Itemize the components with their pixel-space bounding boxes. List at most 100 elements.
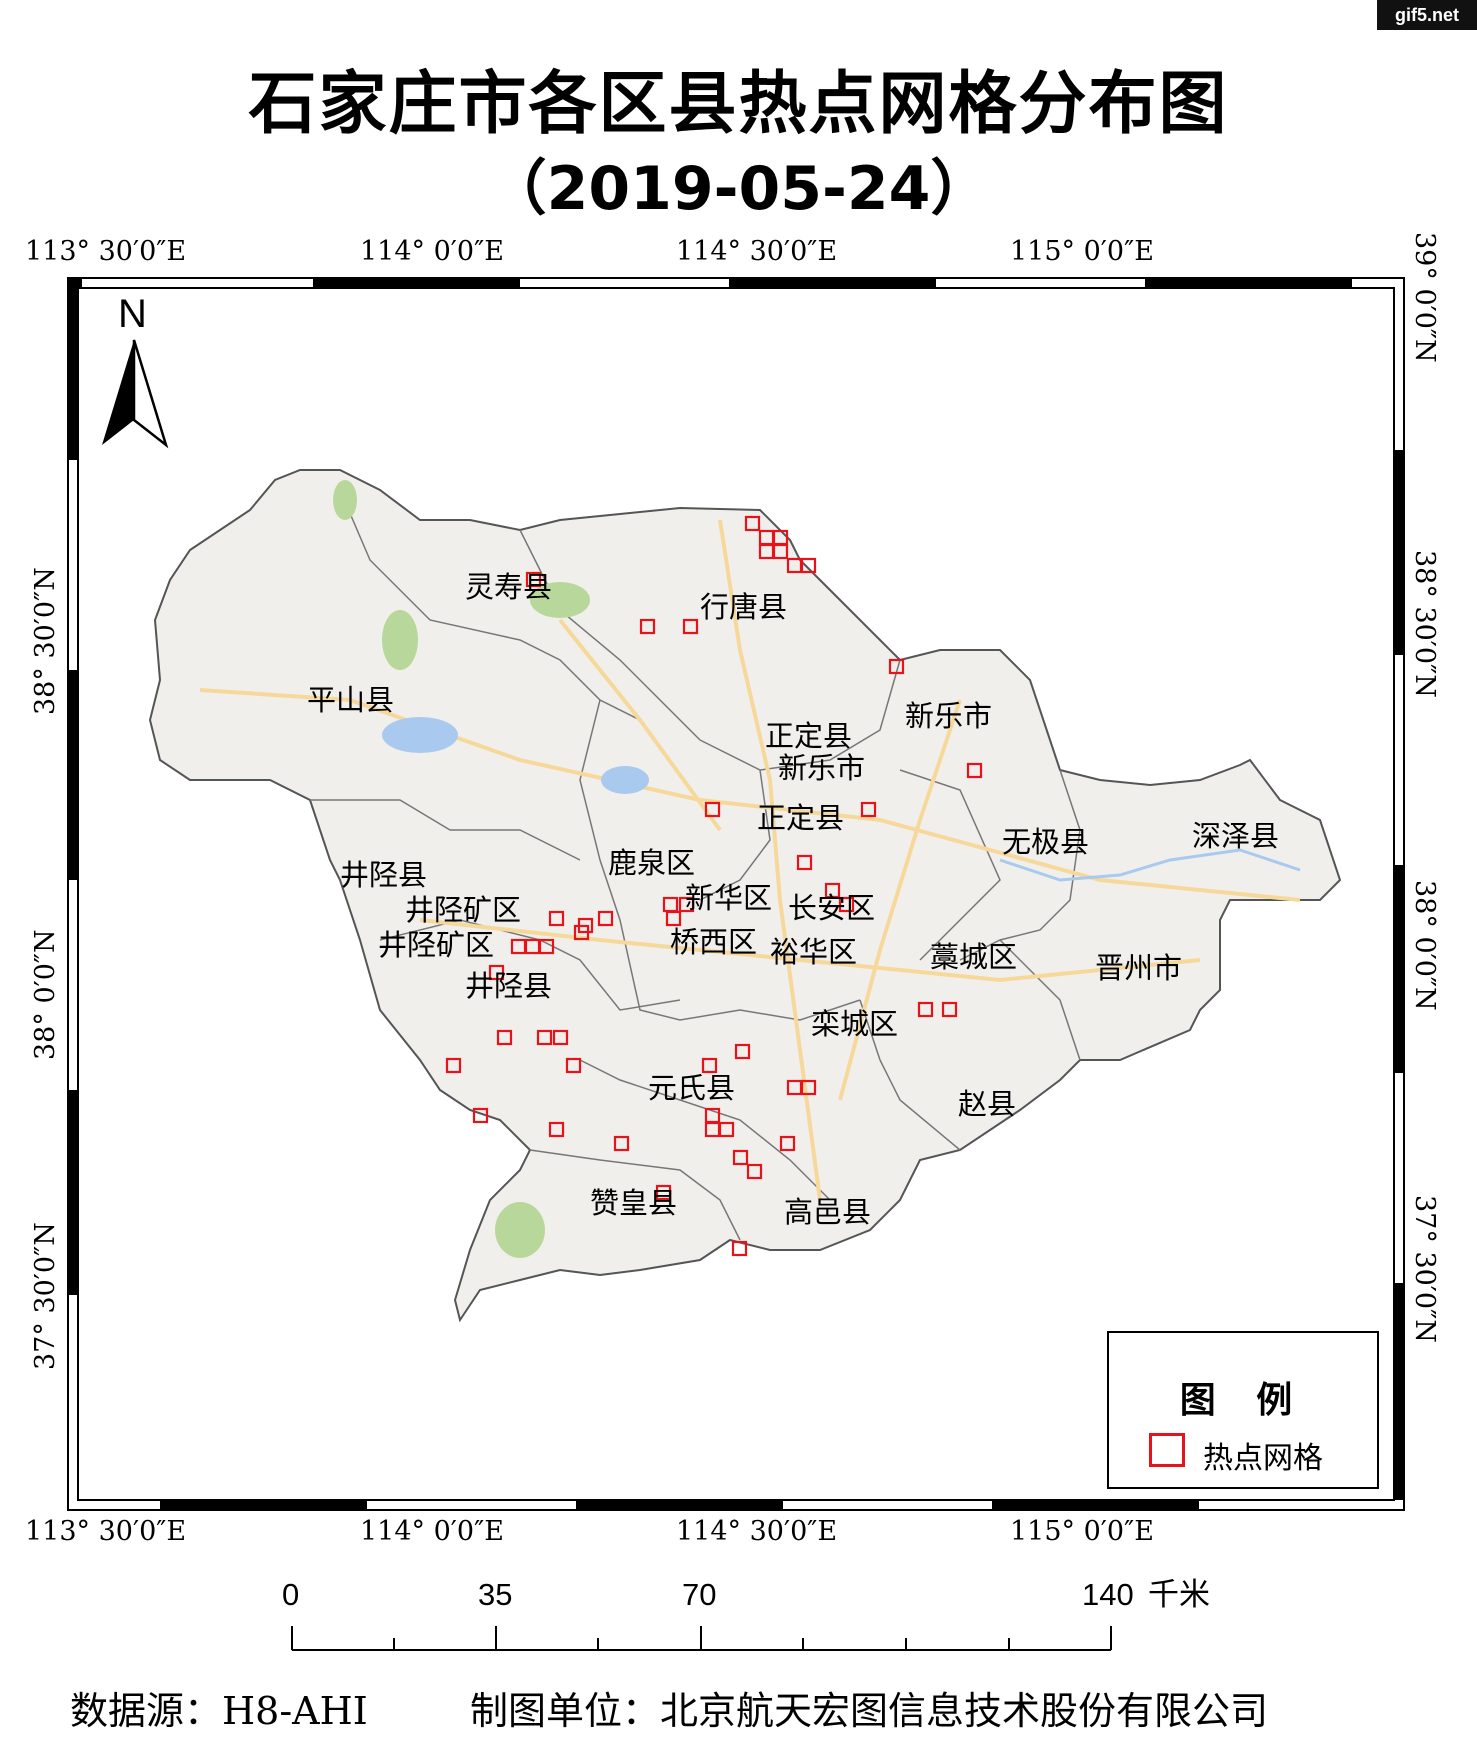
- county-label: 行唐县: [700, 590, 787, 624]
- legend-hotspot-swatch: [1149, 1433, 1185, 1467]
- county-boundaries: [310, 489, 1081, 1241]
- hotspot-grid-cell: [732, 1149, 749, 1166]
- hotspot-grid-cell: [888, 658, 905, 675]
- hotspot-grid-cell: [860, 801, 877, 818]
- hotspot-grid-cell: [565, 1057, 582, 1074]
- county-label: 赵县: [958, 1087, 1016, 1121]
- lon-label-bottom-4: 115° 0′0″E: [1010, 1516, 1154, 1547]
- hotspot-grid-cell: [552, 1029, 569, 1046]
- scale-tick-35: 35: [478, 1577, 512, 1612]
- hotspot-grid-cell: [639, 618, 656, 635]
- legend-title: 图 例: [1179, 1380, 1307, 1421]
- legend-hotspot-label: 热点网格: [1203, 1441, 1323, 1476]
- lon-label-top-1: 113° 30′0″E: [25, 236, 187, 267]
- hotspot-grid-cell: [800, 557, 817, 574]
- hotspot-grid-cell: [966, 762, 983, 779]
- hotspot-grid-cell: [824, 882, 841, 899]
- map-date: （2019-05-24）: [486, 154, 991, 224]
- county-label: 赞皇县: [590, 1186, 677, 1220]
- forest-areas: [333, 480, 590, 1258]
- scale-tick-140: 140: [1082, 1577, 1134, 1612]
- county-label: 新乐市: [778, 751, 865, 785]
- hotspot-grid-cell: [731, 1240, 748, 1257]
- hotspot-grid-cell: [704, 801, 721, 818]
- hotspot-grid-cell: [548, 1121, 565, 1138]
- lon-label-bottom-2: 114° 0′0″E: [360, 1516, 504, 1547]
- hotspot-grid-cell: [744, 515, 761, 532]
- county-label: 桥西区: [670, 925, 757, 959]
- hotspot-grid-cell: [800, 1079, 817, 1096]
- scale-tick-0: 0: [282, 1577, 299, 1612]
- county-label: 晋州市: [1095, 951, 1182, 985]
- county-label: 裕华区: [770, 935, 857, 969]
- county-label: 新华区: [685, 881, 772, 915]
- map-title: 石家庄市各区县热点网格分布图: [248, 65, 1229, 144]
- hotspot-grid-cell: [838, 896, 855, 913]
- legend-box: 图 例 热点网格: [1107, 1331, 1379, 1489]
- county-label: 栾城区: [811, 1007, 898, 1041]
- data-source: 数据源：H8-AHI: [70, 1689, 368, 1733]
- north-arrow-letter: N: [118, 292, 147, 336]
- scale-tick-70: 70: [682, 1577, 716, 1612]
- hotspot-grid-cell: [941, 1001, 958, 1018]
- county-label: 井陉县: [340, 858, 427, 892]
- hotspot-grid-cell: [734, 1043, 751, 1060]
- county-label: 鹿泉区: [608, 846, 695, 880]
- map-frame: [67, 277, 1405, 1511]
- river: [999, 848, 1301, 882]
- hotspot-grid-cell: [678, 896, 695, 913]
- hotspot-grid-cell: [577, 917, 594, 934]
- county-label: 井陉矿区: [405, 893, 521, 927]
- county-label: 灵寿县: [465, 570, 552, 604]
- hotspot-grid-cell: [445, 1057, 462, 1074]
- lon-label-top-2: 114° 0′0″E: [360, 236, 504, 267]
- county-label: 正定县: [757, 801, 844, 835]
- hotspot-grid-cell: [525, 571, 542, 588]
- county-label: 井陉县: [465, 969, 552, 1003]
- county-label: 新乐市: [905, 699, 992, 733]
- lon-label-top-4: 115° 0′0″E: [1010, 236, 1154, 267]
- county-label: 无极县: [1002, 825, 1089, 859]
- hotspot-grid-cell: [536, 1029, 553, 1046]
- hotspot-grid-cell: [701, 1057, 718, 1074]
- county-label: 井陉矿区: [378, 928, 494, 962]
- county-label: 平山县: [307, 683, 394, 717]
- lon-label-top-3: 114° 30′0″E: [676, 236, 838, 267]
- hotspot-layer: [445, 515, 983, 1257]
- hotspot-grid-cell: [746, 1163, 763, 1180]
- hotspot-grid-cell: [779, 1135, 796, 1152]
- county-label: 长安区: [788, 891, 875, 925]
- scale-unit: 千米: [1148, 1577, 1210, 1612]
- hotspot-grid-cell: [772, 543, 789, 560]
- scale-bar: [291, 1626, 1112, 1651]
- north-arrow-icon: [102, 339, 169, 449]
- hotspot-grid-cell: [548, 910, 565, 927]
- hotspot-grid-cell: [488, 964, 505, 981]
- mapping-unit: 制图单位：北京航天宏图信息技术股份有限公司: [470, 1689, 1269, 1733]
- road-network: [199, 519, 1301, 1201]
- hotspot-grid-cell: [613, 1135, 630, 1152]
- county-label: 深泽县: [1192, 819, 1279, 853]
- county-label: 藁城区: [930, 940, 1017, 974]
- watermark: gif5.net: [1377, 0, 1477, 30]
- hotspot-grid-cell: [682, 618, 699, 635]
- shijiazhuang-boundary: [148, 469, 1342, 1323]
- county-label: 正定县: [765, 719, 852, 753]
- hotspot-grid-cell: [718, 1121, 735, 1138]
- water-bodies: [382, 717, 649, 794]
- hotspot-grid-cell: [472, 1107, 489, 1124]
- county-label: 元氏县: [648, 1071, 735, 1105]
- hotspot-grid-cell: [655, 1184, 672, 1201]
- hotspot-grid-cell: [796, 854, 813, 871]
- hotspot-grid-cell: [597, 910, 614, 927]
- hotspot-grid-cell: [917, 1001, 934, 1018]
- county-label: 高邑县: [784, 1195, 871, 1229]
- hotspot-grid-cell: [496, 1029, 513, 1046]
- lon-label-bottom-1: 113° 30′0″E: [25, 1516, 187, 1547]
- scale-bar-labels: 0 35 70 140 千米: [282, 1577, 1210, 1612]
- hotspot-grid-cell: [662, 896, 679, 913]
- lon-label-bottom-3: 114° 30′0″E: [676, 1516, 838, 1547]
- hotspot-grid-cell: [538, 938, 555, 955]
